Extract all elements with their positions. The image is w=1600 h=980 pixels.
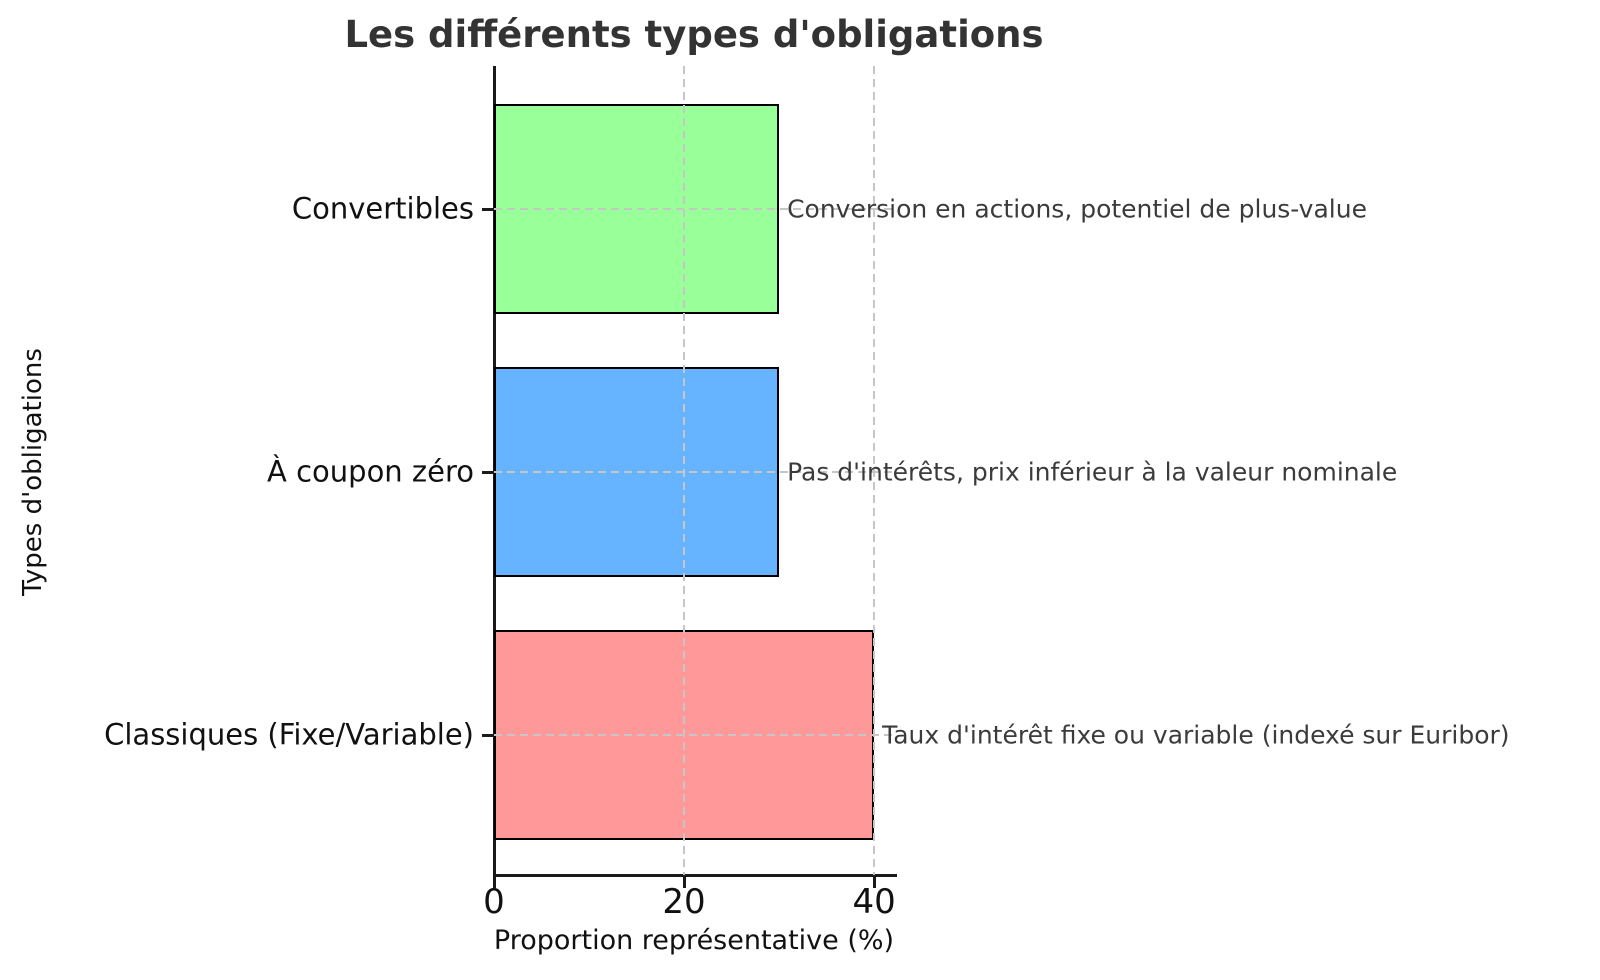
- y-tick-mark: [482, 207, 494, 211]
- x-axis-spine: [493, 874, 897, 877]
- gridline-vertical: [873, 66, 876, 875]
- plot-area: 0 20 40 Convertibles Conversion en actions, …: [104, 66, 1510, 921]
- chart-title: Les différents types d'obligations: [344, 13, 1044, 56]
- gridline-horizontal: [494, 471, 895, 473]
- bar-annotation: Taux d'intérêt fixe ou variable (indexé …: [882, 720, 1510, 750]
- x-tick-mark: [682, 876, 686, 888]
- y-tick-label: Convertibles: [291, 191, 474, 226]
- bar-annotation: Conversion en actions, potentiel de plus…: [787, 194, 1367, 224]
- y-tick-mark: [482, 733, 494, 737]
- x-tick-mark: [872, 876, 876, 888]
- y-axis-label: Types d'obligations: [18, 348, 48, 596]
- x-tick-label: 0: [483, 882, 505, 922]
- gridline-vertical: [683, 66, 686, 875]
- y-tick-mark: [482, 470, 494, 474]
- gridline-horizontal: [494, 734, 895, 736]
- gridline-horizontal: [494, 208, 895, 210]
- y-tick-label: Classiques (Fixe/Variable): [104, 717, 474, 752]
- x-tick-mark: [492, 876, 496, 888]
- x-axis-label: Proportion représentative (%): [493, 925, 895, 956]
- bar-annotation: Pas d'intérêts, prix inférieur à la vale…: [787, 457, 1398, 487]
- x-tick-label: 40: [852, 882, 896, 922]
- x-tick-label: 20: [662, 882, 706, 922]
- y-tick-label: À coupon zéro: [267, 454, 474, 489]
